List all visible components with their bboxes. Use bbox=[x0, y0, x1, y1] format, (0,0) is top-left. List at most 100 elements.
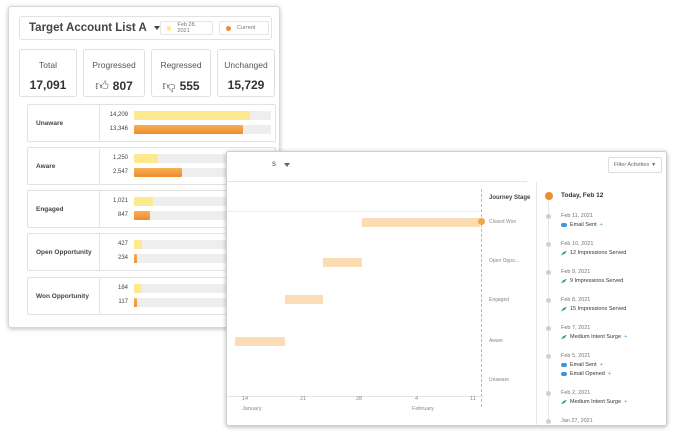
gantt-bar-open-opportunity bbox=[323, 258, 362, 267]
timeline-activity[interactable]: Email Sent + bbox=[561, 362, 603, 368]
chevron-down-icon: ▼ bbox=[651, 162, 657, 168]
timeline-activity[interactable]: 15 Impressions Served bbox=[561, 306, 629, 312]
legend-label: Feb 28, 2021 bbox=[177, 22, 197, 34]
legend-previous: Feb 28, 2021 bbox=[160, 21, 213, 35]
timeline-activity[interactable]: Email Opened + bbox=[561, 371, 611, 377]
activity-text: Email Sent bbox=[570, 362, 597, 368]
bar-previous: 1,250 bbox=[106, 153, 271, 163]
bar-current: 2,547 bbox=[106, 167, 271, 177]
x-tick: 21 bbox=[300, 396, 307, 402]
timeline-date: Feb 11, 2021 bbox=[561, 213, 594, 219]
bar-fill bbox=[134, 196, 154, 206]
timeline-activity[interactable]: Medium Intent Surge + bbox=[561, 334, 627, 340]
expand-plus-icon[interactable]: + bbox=[599, 222, 603, 228]
bar-current: 13,346 bbox=[106, 124, 271, 134]
timeline-activity[interactable]: 9 Impressions Served bbox=[561, 278, 626, 284]
stage-row[interactable]: Unaware 14,209 13,346 bbox=[27, 104, 276, 142]
gantt-bar-engaged bbox=[285, 295, 323, 304]
bar-value: 1,021 bbox=[112, 198, 128, 204]
stat-progressed: Progressed 👍︎ 807 bbox=[83, 49, 145, 97]
bar-value: 13,346 bbox=[109, 126, 128, 132]
month-label: February bbox=[412, 406, 435, 412]
bar-value: 1,250 bbox=[112, 155, 128, 161]
month-label: January bbox=[242, 406, 262, 412]
account-list-title: Target Account List A bbox=[29, 22, 147, 34]
bar-previous: 1,021 bbox=[106, 196, 271, 206]
bar-fill bbox=[134, 210, 150, 220]
legend-dot-icon bbox=[167, 25, 172, 31]
account-list-selector[interactable]: Target Account List A Feb 28, 2021 Curre… bbox=[19, 16, 272, 40]
legend-dot-icon bbox=[226, 25, 231, 31]
thumbs-up-icon: 👍︎ bbox=[95, 78, 109, 93]
activity-text: 12 Impressions Served bbox=[570, 250, 627, 256]
stage-name: Open Opportunity bbox=[28, 234, 100, 270]
filter-activities-button[interactable]: Filter Activities ▼ bbox=[608, 157, 662, 173]
bar-track bbox=[134, 153, 271, 163]
today-marker-line bbox=[481, 189, 482, 407]
stat-value: 807 bbox=[112, 79, 133, 93]
bar-track bbox=[134, 239, 271, 249]
timeline-date: Feb 9, 2021 bbox=[561, 269, 591, 275]
x-tick: 28 bbox=[356, 396, 363, 402]
legend-current: Current bbox=[219, 21, 269, 35]
stat-regressed: Regressed 👎︎ 555 bbox=[151, 49, 211, 97]
bar-value: 184 bbox=[117, 285, 128, 291]
activity-text: Email Sent bbox=[570, 222, 597, 228]
journey-stage-label: Unaware bbox=[489, 377, 510, 383]
stat-label: Regressed bbox=[160, 60, 202, 70]
bar-fill bbox=[134, 167, 182, 177]
journey-stage-label: Open Oppo... bbox=[489, 258, 520, 264]
bar-value: 427 bbox=[117, 241, 128, 247]
bar-track bbox=[134, 283, 271, 293]
activity-text: Medium Intent Surge bbox=[570, 399, 622, 405]
bombora-icon bbox=[561, 334, 567, 340]
bar-track bbox=[134, 297, 271, 307]
timeline-date: Feb 10, 2021 bbox=[561, 241, 594, 247]
bombora-icon bbox=[561, 306, 567, 312]
salesforce-icon bbox=[561, 223, 567, 227]
timeline-date: Jan 27, 2021 bbox=[561, 418, 593, 424]
expand-plus-icon[interactable]: + bbox=[624, 399, 628, 405]
timeline-activity[interactable]: Email Sent + bbox=[561, 222, 603, 228]
timeline-dot-icon bbox=[546, 270, 551, 275]
thumbs-down-icon: 👎︎ bbox=[162, 78, 176, 93]
timeline-date: Feb 7, 2021 bbox=[561, 325, 591, 331]
today-marker-dot bbox=[478, 218, 485, 225]
bar-fill bbox=[134, 297, 137, 307]
journey-card: s Filter Activities ▼ 14 21 28 4 11 Janu… bbox=[226, 151, 667, 426]
bar-fill bbox=[134, 153, 158, 163]
stat-value: 555 bbox=[179, 79, 200, 93]
expand-plus-icon[interactable]: + bbox=[599, 362, 603, 368]
bar-current: 234 bbox=[106, 253, 271, 263]
stat-unchanged: Unchanged 15,729 bbox=[217, 49, 275, 97]
bar-fill bbox=[134, 239, 143, 249]
bar-previous: 14,209 bbox=[106, 110, 271, 120]
x-tick: 4 bbox=[415, 396, 419, 402]
bar-track bbox=[134, 253, 271, 263]
stage-row[interactable]: Aware 1,250 2,547 bbox=[27, 147, 276, 185]
chevron-down-icon[interactable] bbox=[153, 26, 160, 30]
bombora-icon bbox=[561, 250, 567, 256]
stage-name: Unaware bbox=[28, 105, 100, 141]
bar-track bbox=[134, 124, 271, 134]
bar-value: 847 bbox=[117, 212, 128, 218]
timeline-activity[interactable]: Medium Intent Surge + bbox=[561, 399, 627, 405]
timeline-activity[interactable]: 12 Impressions Served bbox=[561, 250, 629, 256]
stat-label: Total bbox=[39, 60, 57, 70]
today-dot-icon bbox=[545, 192, 553, 200]
bar-track bbox=[134, 196, 271, 206]
expand-plus-icon[interactable]: + bbox=[624, 334, 628, 340]
journey-stage-heading: Journey Stage bbox=[489, 195, 531, 201]
stat-label: Progressed bbox=[92, 60, 136, 70]
timeline-line bbox=[548, 196, 549, 424]
summary-stats: Total 17,091 Progressed 👍︎ 807 Regressed… bbox=[19, 49, 275, 99]
stat-total: Total 17,091 bbox=[19, 49, 77, 97]
timeline-today-label: Today, Feb 12 bbox=[561, 192, 604, 199]
gantt-bar-aware bbox=[235, 337, 285, 346]
journey-stage-label: Engaged bbox=[489, 297, 510, 303]
bar-fill bbox=[134, 283, 141, 293]
chevron-down-icon[interactable] bbox=[284, 163, 290, 167]
stat-label: Unchanged bbox=[224, 60, 268, 70]
journey-stage-label: Closed Won bbox=[489, 219, 517, 225]
expand-plus-icon[interactable]: + bbox=[607, 371, 612, 377]
